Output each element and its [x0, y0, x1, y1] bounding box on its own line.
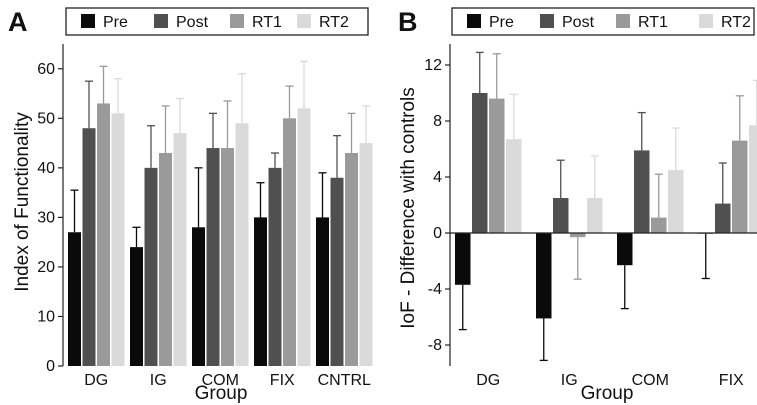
bar-ig-post — [553, 198, 569, 233]
bar-fix-post — [268, 167, 282, 366]
bar-dg-pre — [68, 232, 81, 366]
legend-frame — [65, 7, 369, 36]
bar-fix-rt1 — [732, 140, 748, 233]
y-tick-label: 50 — [37, 110, 55, 127]
bar-com-rt1 — [651, 217, 667, 233]
bar-ig-post — [144, 167, 158, 366]
x-tick-label-dg: DG — [476, 372, 500, 389]
bar-fix-post — [715, 203, 731, 233]
bar-com-pre — [617, 233, 633, 266]
panel-b-y-axis-title: IoF - Difference with controls — [398, 87, 419, 328]
panel-a-x-axis-title: Group — [195, 383, 248, 404]
y-tick-label: 12 — [424, 57, 442, 74]
legend-label-post: Post — [562, 14, 595, 31]
bar-com-post — [206, 148, 220, 366]
bar-fix-rt2 — [749, 125, 757, 233]
panel-b-legend: Pre Post RT1 RT2 — [451, 7, 755, 36]
bar-fix-rt1 — [283, 118, 296, 366]
y-tick-label: 40 — [37, 160, 55, 177]
x-tick-label-fix: FIX — [719, 372, 744, 389]
bar-fix-rt2 — [297, 108, 311, 367]
y-tick-label: 20 — [37, 259, 55, 276]
legend-label-pre: Pre — [103, 14, 128, 31]
legend-swatch-rt2 — [699, 14, 713, 28]
bar-ig-rt2 — [173, 133, 187, 366]
y-tick-label: 8 — [433, 113, 442, 130]
bar-ig-pre — [536, 233, 552, 319]
y-tick-label: -4 — [428, 281, 442, 298]
x-tick-label-com: COM — [202, 372, 239, 389]
y-tick-label: 0 — [46, 358, 55, 375]
bar-cntrl-rt2 — [359, 143, 373, 366]
legend-label-rt2: RT2 — [319, 14, 349, 31]
bar-dg-rt2 — [111, 113, 125, 366]
legend-label-rt2: RT2 — [721, 14, 751, 31]
x-tick-label-ig: IG — [561, 372, 578, 389]
bar-dg-post — [82, 128, 96, 366]
bar-fix-pre — [254, 217, 267, 366]
panel-a-legend: Pre Post RT1 RT2 — [65, 7, 369, 36]
legend-swatch-pre — [81, 14, 95, 28]
panel-b: B Pre Post RT1 RT2 -8 -4 0 4 8 12 DG IG COM FIX I… — [398, 7, 757, 404]
bar-com-pre — [192, 227, 205, 366]
bar-dg-rt2 — [506, 139, 522, 233]
bar-ig-pre — [130, 247, 143, 366]
x-tick-label-com: COM — [632, 372, 669, 389]
x-tick-label-dg: DG — [84, 372, 108, 389]
bar-com-rt2 — [668, 170, 684, 233]
bar-dg-rt1 — [97, 103, 110, 366]
legend-swatch-rt1 — [616, 14, 630, 28]
x-tick-label-ig: IG — [150, 372, 167, 389]
legend-swatch-rt1 — [230, 14, 244, 28]
x-tick-label-cntrl: CNTRL — [318, 372, 371, 389]
legend-swatch-post — [540, 14, 554, 28]
bar-com-rt1 — [221, 148, 234, 366]
bar-cntrl-rt1 — [345, 152, 358, 366]
panel-a-letter: A — [8, 7, 28, 37]
x-tick-label-fix: FIX — [270, 372, 295, 389]
bar-cntrl-post — [330, 177, 344, 366]
legend-swatch-rt2 — [297, 14, 311, 28]
y-tick-label: 60 — [37, 61, 55, 78]
bar-ig-rt1 — [570, 233, 586, 238]
legend-label-rt1: RT1 — [638, 14, 668, 31]
bar-com-post — [634, 150, 650, 233]
panel-a: A Pre Post RT1 RT2 0 10 20 30 40 50 60 DG IG COM F… — [8, 7, 373, 404]
y-tick-label: 10 — [37, 308, 55, 325]
y-tick-label: 30 — [37, 209, 55, 226]
panel-b-x-axis-title: Group — [581, 383, 634, 404]
panel-b-plot: -8 -4 0 4 8 12 DG IG COM FIX — [424, 44, 757, 389]
y-tick-label: 4 — [433, 169, 442, 186]
legend-label-post: Post — [176, 14, 209, 31]
bar-ig-rt2 — [587, 198, 603, 233]
bar-dg-post — [472, 93, 488, 233]
panel-a-plot: 0 10 20 30 40 50 60 DG IG COM FIX CNTRL — [37, 44, 373, 389]
panel-a-y-axis-title: Index of Functionality — [12, 112, 33, 292]
legend-label-rt1: RT1 — [252, 14, 282, 31]
legend-label-pre: Pre — [489, 14, 514, 31]
bar-ig-rt1 — [159, 152, 172, 366]
legend-swatch-post — [154, 14, 168, 28]
bar-dg-pre — [455, 233, 471, 285]
y-tick-label: 0 — [433, 225, 442, 242]
panel-b-letter: B — [398, 7, 418, 37]
bar-cntrl-pre — [316, 217, 329, 366]
bar-com-rt2 — [235, 123, 249, 366]
bar-dg-rt1 — [489, 98, 505, 233]
legend-swatch-pre — [467, 14, 481, 28]
y-tick-label: -8 — [428, 337, 442, 354]
